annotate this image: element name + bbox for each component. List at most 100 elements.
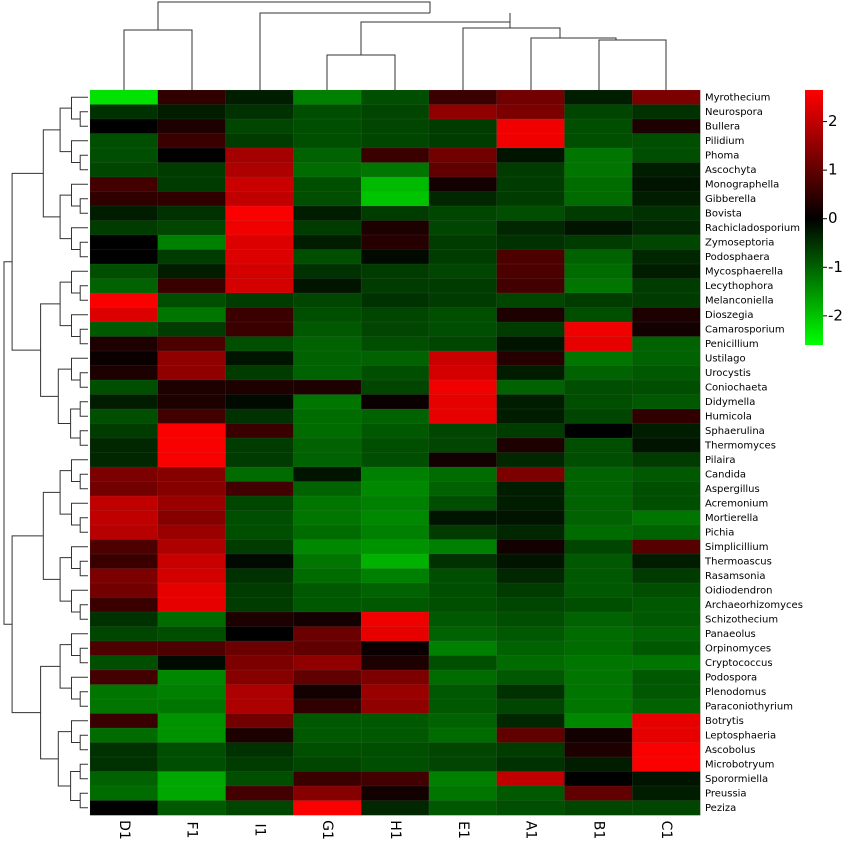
heat-cell — [428, 89, 498, 106]
heat-cell — [157, 278, 227, 294]
heat-cell — [428, 727, 498, 744]
heat-cell — [225, 89, 294, 106]
heat-cell — [360, 510, 430, 526]
row-label: Simplicillium — [705, 542, 768, 553]
heat-cell — [225, 278, 294, 294]
heat-cell — [225, 118, 294, 135]
heat-cell — [428, 437, 498, 454]
row-label: Panaeolus — [705, 629, 756, 640]
heat-cell — [89, 597, 159, 613]
heat-cell — [564, 263, 633, 280]
column-label: H1 — [387, 820, 403, 839]
row-label: Dioszegia — [705, 310, 753, 321]
heat-cell — [225, 307, 294, 323]
heat-cell — [631, 437, 701, 454]
heat-cell — [293, 220, 362, 236]
heat-cell — [631, 742, 701, 758]
heat-cell — [428, 510, 498, 526]
row-label: Neurospora — [705, 107, 763, 118]
dendrogram-branch — [59, 644, 72, 689]
dendrogram-branch — [79, 241, 88, 258]
heat-cell — [496, 423, 565, 439]
heat-cell — [293, 510, 362, 526]
row-label: Podosphaera — [705, 252, 770, 263]
heat-cell — [564, 365, 633, 381]
heat-cell — [360, 611, 430, 628]
heat-cell — [360, 205, 430, 222]
dendrogram-branch — [79, 401, 88, 417]
heat-cell — [293, 771, 362, 787]
heat-cell — [225, 698, 294, 715]
heat-cell — [293, 89, 362, 106]
heat-cell — [225, 263, 294, 280]
heat-cell — [428, 278, 498, 294]
heat-cell — [360, 278, 430, 294]
heat-cell — [631, 365, 701, 381]
heat-cell — [293, 234, 362, 251]
heat-cell — [225, 524, 294, 541]
heat-cell — [89, 147, 159, 164]
heat-cell — [89, 205, 159, 222]
heat-cell — [360, 379, 430, 396]
heat-cell — [293, 350, 362, 367]
heat-cell — [89, 379, 159, 396]
heat-cell — [564, 640, 633, 657]
dendrogram-branch — [79, 198, 88, 214]
heat-cell — [496, 669, 565, 686]
heat-cell — [360, 727, 430, 744]
heat-cell — [293, 626, 362, 642]
heat-cell — [360, 249, 430, 265]
heat-cell — [496, 89, 565, 106]
heat-cell — [89, 669, 159, 686]
heat-cell — [360, 684, 430, 700]
row-label: Paraconiothyrium — [705, 701, 793, 712]
colorbar-tick-label: 2 — [828, 112, 838, 130]
heat-cell — [225, 379, 294, 396]
heat-cell — [225, 104, 294, 120]
heat-cell — [496, 698, 565, 715]
heat-cell — [496, 147, 565, 164]
heat-cell — [631, 771, 701, 787]
heat-cell — [157, 713, 227, 729]
heat-cell — [225, 466, 294, 483]
heat-cell — [225, 742, 294, 758]
heat-cell — [428, 698, 498, 715]
heat-cell — [428, 176, 498, 193]
heat-cell — [293, 669, 362, 686]
heat-cell — [157, 568, 227, 584]
heat-cell — [631, 553, 701, 570]
row-label: Archaeorhizomyces — [705, 600, 803, 611]
heat-cell — [89, 727, 159, 744]
row-label: Leptosphaeria — [705, 730, 776, 741]
heat-cell — [89, 191, 159, 207]
heat-cell — [225, 597, 294, 613]
dendrogram-branch — [79, 734, 88, 751]
dendrogram-branch — [42, 491, 61, 580]
row-label: Didymella — [705, 397, 755, 408]
heat-cell — [293, 568, 362, 584]
heat-cell — [89, 133, 159, 149]
heat-cell — [496, 292, 565, 309]
heat-cell — [225, 162, 294, 178]
heat-cell — [564, 742, 633, 758]
heat-cell — [631, 234, 701, 251]
heat-cell — [293, 278, 362, 294]
heat-cell — [496, 350, 565, 367]
heat-cell — [631, 408, 701, 425]
heat-cell — [89, 104, 159, 120]
heat-cell — [225, 727, 294, 744]
row-label: Cryptococcus — [705, 658, 773, 669]
heat-cell — [428, 162, 498, 178]
heat-cell — [564, 336, 633, 352]
heat-cell — [564, 466, 633, 483]
heat-cell — [360, 263, 430, 280]
heat-cell — [496, 756, 565, 773]
heat-cell — [564, 800, 633, 816]
dendrogram-branch — [40, 303, 61, 397]
column-label: E1 — [455, 821, 471, 839]
heat-cell — [157, 220, 227, 236]
heat-cell — [428, 640, 498, 657]
heat-cell — [225, 234, 294, 251]
heat-cell — [360, 307, 430, 323]
heat-cell — [293, 727, 362, 744]
